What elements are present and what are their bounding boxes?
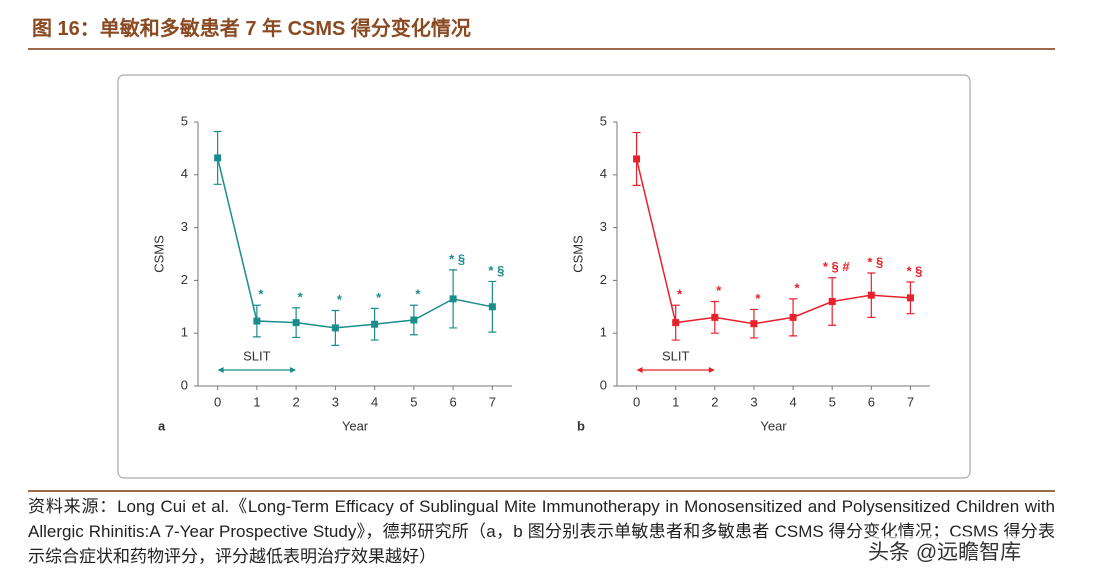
watermark: 头条 @远瞻智库: [868, 536, 1022, 566]
x-tick-label: 3: [750, 394, 757, 409]
source-note: 资料来源：Long Cui et al.《Long-Term Efficacy …: [28, 497, 1055, 566]
y-axis-label: CSMS: [151, 235, 166, 273]
marker: [750, 320, 758, 328]
x-axis-label: Year: [342, 418, 369, 433]
y-tick-label: 0: [181, 377, 188, 392]
data-line: [635, 158, 911, 325]
y-tick-label: 1: [181, 325, 188, 340]
y-tick-label: 5: [181, 113, 188, 128]
marker: [867, 291, 875, 299]
y-tick-label: 4: [600, 166, 607, 181]
marker: [449, 295, 457, 303]
x-tick-label: 7: [907, 394, 914, 409]
marker: [253, 317, 261, 325]
x-tick-label: 0: [214, 394, 221, 409]
marker: [789, 313, 797, 321]
span-label: SLIT: [662, 348, 690, 363]
significance-label: *: [677, 287, 683, 302]
figure-title: 图 16：单敏和多敏患者 7 年 CSMS 得分变化情况: [32, 18, 471, 40]
significance-label: *: [298, 289, 304, 304]
significance-label: *: [795, 280, 801, 295]
x-tick-label: 5: [829, 394, 836, 409]
x-tick-label: 1: [672, 394, 679, 409]
panel-label: a: [158, 418, 166, 433]
significance-label: * §: [449, 251, 465, 266]
x-tick-label: 6: [868, 394, 875, 409]
significance-label: * § #: [823, 259, 851, 274]
significance-label: * §: [906, 263, 922, 278]
y-tick-label: 0: [600, 377, 607, 392]
x-tick-label: 0: [633, 394, 640, 409]
x-tick-label: 7: [489, 394, 496, 409]
significance-label: *: [258, 287, 264, 302]
significance-label: * §: [488, 263, 504, 278]
rule: [28, 490, 1055, 492]
panel-label: b: [577, 418, 585, 433]
x-axis-label: Year: [760, 418, 787, 433]
span-label: SLIT: [243, 348, 271, 363]
figure: 0 1 2 3 4 5 0 1 2 3 4 5 6 7 Year CSMS a SLIT * * * * * * § * § 0 1…: [117, 74, 971, 479]
data-line: [216, 157, 493, 329]
significance-label: *: [755, 291, 761, 306]
y-axis-label: CSMS: [570, 235, 585, 273]
marker: [828, 298, 836, 306]
x-tick-label: 2: [711, 394, 718, 409]
x-tick-label: 4: [371, 394, 378, 409]
x-tick-label: 1: [253, 394, 260, 409]
marker: [292, 319, 300, 327]
y-tick-label: 3: [600, 219, 607, 234]
y-tick-label: 5: [600, 113, 607, 128]
marker: [633, 155, 641, 163]
x-tick-label: 4: [789, 394, 796, 409]
y-tick-label: 4: [181, 166, 188, 181]
significance-label: *: [376, 290, 382, 305]
marker: [214, 154, 222, 162]
figure-frame: [117, 74, 971, 479]
marker: [711, 313, 719, 321]
y-tick-label: 3: [181, 219, 188, 234]
x-tick-label: 6: [450, 394, 457, 409]
x-tick-label: 5: [410, 394, 417, 409]
significance-label: * §: [867, 254, 883, 269]
marker: [488, 303, 496, 311]
y-tick-label: 2: [600, 272, 607, 287]
marker: [906, 294, 914, 302]
marker: [410, 316, 418, 324]
significance-label: *: [415, 287, 421, 302]
x-tick-label: 3: [332, 394, 339, 409]
y-tick-label: 1: [600, 325, 607, 340]
marker: [672, 319, 680, 327]
marker: [371, 320, 379, 328]
significance-label: *: [716, 283, 722, 298]
rule: [28, 48, 1055, 50]
significance-label: *: [337, 292, 343, 307]
x-tick-label: 2: [293, 394, 300, 409]
y-tick-label: 2: [181, 272, 188, 287]
marker: [331, 324, 339, 332]
